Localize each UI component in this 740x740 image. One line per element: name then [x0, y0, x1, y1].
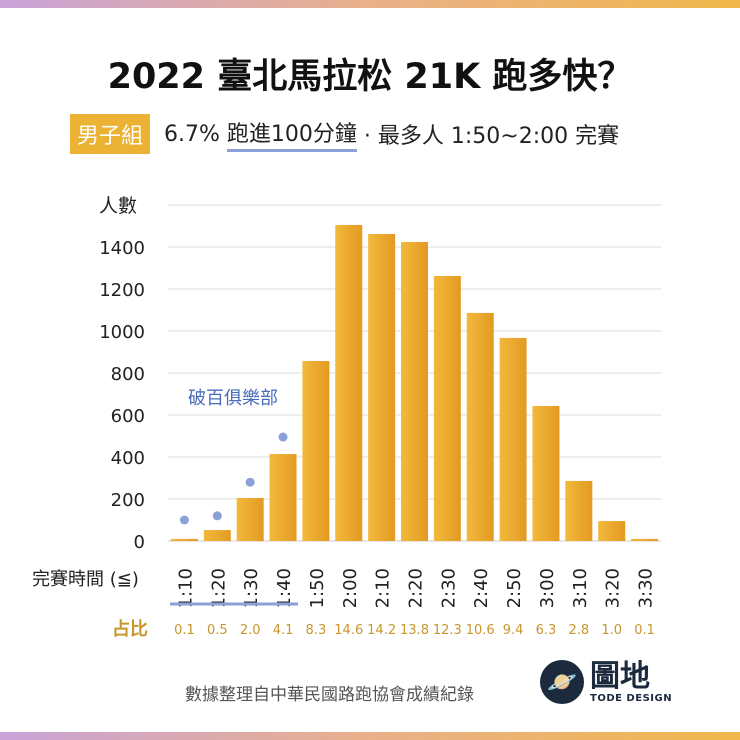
y-tick-label: 1000 — [99, 322, 145, 343]
top-gradient-strip — [0, 0, 740, 8]
page-title: 2022 臺北馬拉松 21K 跑多快？ — [107, 57, 633, 97]
x-tick-label: 3:10 — [570, 568, 591, 608]
subtitle-underlined: 跑進100分鐘 — [226, 116, 357, 152]
bar-3:10 — [565, 480, 593, 541]
x-tick-label: 2:50 — [504, 568, 525, 608]
share-label: 4.1 — [273, 623, 294, 638]
x-tick-label: 3:20 — [603, 568, 624, 608]
x-tick-label: 1:10 — [175, 568, 196, 608]
group-badge: 男子組 — [70, 114, 151, 154]
bar-2:20 — [401, 241, 428, 541]
x-tick-label: 1:30 — [241, 568, 262, 608]
marker-dot — [278, 432, 288, 442]
y-tick-label: 400 — [111, 448, 145, 469]
y-tick-label: 1200 — [99, 280, 145, 301]
x-tick-label: 3:30 — [636, 568, 657, 608]
marker-dot — [212, 511, 222, 521]
subtitle-pct: 6.7% — [164, 121, 220, 147]
share-label: 10.6 — [466, 623, 495, 638]
share-row-label: 占比 — [112, 618, 148, 640]
bar-1:30 — [236, 497, 264, 541]
bar-2:00 — [335, 224, 363, 541]
x-tick-label: 2:10 — [373, 568, 394, 608]
share-label: 8.3 — [306, 623, 327, 638]
share-label: 0.1 — [634, 623, 655, 638]
bar-1:10 — [170, 538, 198, 541]
x-tick-label: 2:20 — [406, 568, 427, 608]
y-axis-label: 人數 — [99, 195, 137, 217]
bar-3:00 — [532, 405, 560, 541]
share-label: 9.4 — [503, 623, 524, 638]
x-axis-label: 完賽時間 (≦) — [32, 568, 139, 590]
logo-name: 圖地 — [590, 658, 650, 694]
share-label: 6.3 — [536, 623, 557, 638]
x-tick-label: 1:50 — [307, 568, 328, 608]
share-label: 13.8 — [400, 623, 429, 638]
bar-2:40 — [466, 312, 494, 541]
share-label: 14.6 — [334, 623, 363, 638]
share-label: 0.5 — [207, 623, 228, 638]
marker-dot — [179, 515, 189, 525]
y-tick-label: 1400 — [99, 238, 145, 259]
share-label: 1.0 — [601, 623, 622, 638]
x-tick-label: 2:40 — [471, 568, 492, 608]
marker-dot — [245, 477, 255, 487]
share-label: 12.3 — [433, 623, 462, 638]
y-tick-label: 600 — [111, 406, 145, 427]
logo: 🪐 圖地 TODE DESIGN — [540, 660, 672, 704]
x-tick-label: 2:30 — [438, 568, 459, 608]
share-label: 14.2 — [367, 623, 396, 638]
bar-1:40 — [269, 454, 297, 541]
share-label: 0.1 — [174, 623, 195, 638]
x-tick-label: 1:20 — [208, 568, 229, 608]
bar-1:20 — [203, 530, 231, 541]
bar-2:30 — [433, 275, 461, 541]
subtitle: 男子組 6.7% 跑進100分鐘 · 最多人 1:50~2:00 完賽 — [70, 114, 619, 154]
bar-3:30 — [631, 538, 659, 541]
bar-2:50 — [499, 337, 527, 541]
y-tick-label: 0 — [134, 532, 145, 553]
share-label: 2.0 — [240, 623, 261, 638]
planet-icon: 🪐 — [540, 660, 584, 704]
share-label: 2.8 — [568, 623, 589, 638]
x-tick-label: 2:00 — [340, 568, 361, 608]
subtitle-rest: · 最多人 1:50~2:00 完賽 — [363, 124, 620, 149]
bottom-gradient-strip — [0, 732, 740, 740]
annotation: 破百俱樂部 — [188, 388, 278, 409]
x-tick-label: 1:40 — [274, 568, 295, 608]
logo-sub: TODE DESIGN — [590, 692, 673, 704]
y-tick-label: 800 — [111, 364, 145, 385]
y-tick-label: 200 — [111, 490, 145, 511]
bar-3:20 — [598, 521, 626, 541]
bar-1:50 — [302, 361, 330, 541]
source-note: 數據整理自中華民國路跑協會成績紀錄 — [185, 685, 474, 705]
bar-2:10 — [368, 233, 396, 542]
x-tick-label: 3:00 — [537, 568, 558, 608]
